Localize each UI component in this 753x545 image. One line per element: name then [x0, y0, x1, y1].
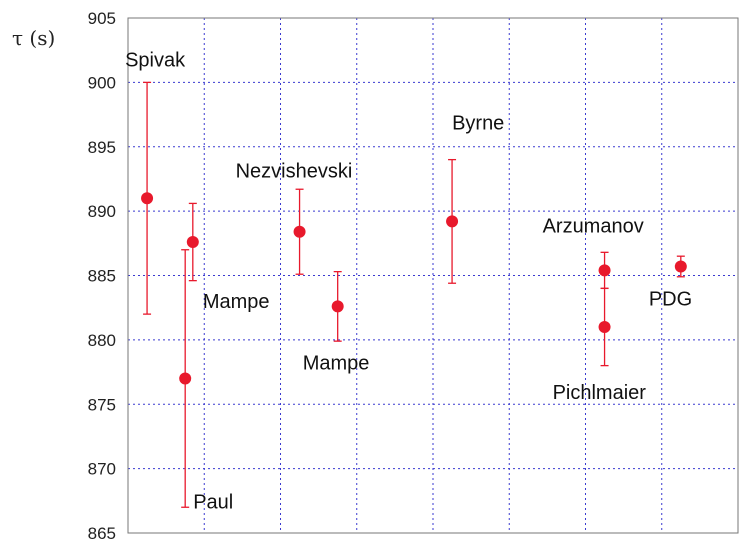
point-label: Mampe — [303, 352, 370, 374]
grid — [127, 17, 739, 534]
point-label: Arzumanov — [543, 215, 644, 237]
data-points — [141, 192, 687, 385]
data-point — [331, 300, 344, 313]
y-tick-label: 905 — [88, 9, 116, 28]
y-tick-label: 895 — [88, 138, 116, 157]
y-tick-label: 870 — [88, 460, 116, 479]
y-tick-label: 880 — [88, 331, 116, 350]
point-label: Mampe — [203, 291, 270, 313]
y-axis-label: τ (s) — [12, 26, 55, 50]
y-tick-label: 865 — [88, 524, 116, 543]
y-tick-label: 885 — [88, 267, 116, 286]
data-point — [293, 225, 306, 238]
point-label: Nezvishevski — [236, 161, 353, 183]
point-label: Spivak — [125, 49, 186, 71]
y-tick-label: 875 — [88, 395, 116, 414]
plot-frame — [127, 17, 739, 534]
data-point — [446, 215, 459, 228]
y-tick-label: 890 — [88, 202, 116, 221]
data-point — [141, 192, 154, 205]
data-point — [598, 321, 611, 333]
point-label: Paul — [193, 492, 233, 514]
point-label: Byrne — [452, 112, 504, 134]
y-tick-label: 900 — [88, 73, 116, 92]
point-label: Pichlmaier — [553, 382, 647, 404]
data-point — [186, 236, 199, 249]
y-tick-labels: 865 870 875 880 885 890 895 900 905 — [88, 9, 116, 543]
point-labels: Spivak Paul Mampe Nezvishevski Mampe Byrne Arz… — [125, 49, 692, 513]
data-point — [598, 264, 611, 277]
point-label: PDG — [649, 288, 692, 310]
data-point — [674, 260, 687, 273]
data-point — [179, 372, 192, 385]
